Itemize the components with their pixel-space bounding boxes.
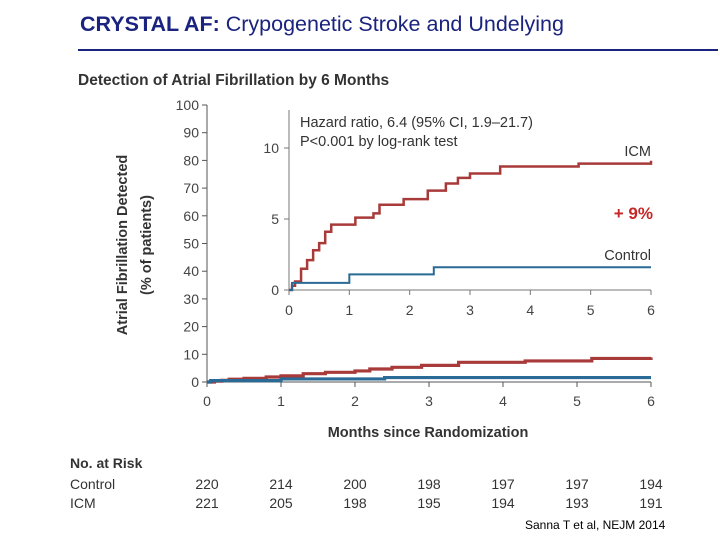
risk-cell: 194 [491,495,515,511]
risk-row-label: ICM [70,495,96,511]
x-tick-label: 3 [425,393,433,409]
y-tick-label: 40 [183,263,199,279]
inset-series-line-icm [289,160,653,292]
y-tick-label: 0 [191,374,199,390]
risk-row-label: Control [70,476,116,492]
risk-cell: 221 [195,495,219,511]
slide-title: CRYSTAL AF: Crypogenetic Stroke and Unde… [80,12,564,37]
inset-x-tick-label: 1 [345,302,353,318]
y-tick-label: 10 [183,346,199,362]
risk-cell: 198 [417,476,441,492]
x-tick-label: 4 [499,393,507,409]
inset-legend-control: Control [604,248,651,264]
inset-x-tick-label: 2 [406,302,414,318]
y-tick-label: 30 [183,291,199,307]
x-tick-label: 0 [203,393,211,409]
chart-title: Detection of Atrial Fibrillation by 6 Mo… [78,72,389,89]
x-tick-label: 1 [277,393,285,409]
slide-title-rest: Crypogenetic Stroke and Undelying [219,12,564,36]
title-divider [78,49,718,51]
y-tick-label: 80 [183,152,199,168]
slide-title-bold: CRYSTAL AF: [80,12,220,36]
risk-cell: 197 [491,476,515,492]
y-axis-label-units: (% of patients) [139,195,155,295]
difference-annotation: + 9% [614,204,653,223]
inset-series-line-control [289,266,651,291]
hazard-ratio-text: Hazard ratio, 6.4 (95% CI, 1.9–21.7) [300,115,533,131]
inset-y-tick-label: 0 [271,282,279,298]
series-line-control [207,375,651,384]
p-value-text: P<0.001 by log-rank test [300,134,458,150]
risk-cell: 195 [417,495,441,511]
inset-x-tick-label: 3 [466,302,474,318]
y-axis-label: Atrial Fibrillation Detected [115,155,131,335]
inset-x-tick-label: 4 [526,302,534,318]
risk-cell: 191 [639,495,663,511]
inset-x-tick-label: 6 [647,302,655,318]
risk-cell: 205 [269,495,293,511]
risk-cell: 194 [639,476,663,492]
inset-y-tick-label: 10 [263,140,279,156]
inset-x-tick-label: 0 [285,302,293,318]
risk-cell: 197 [565,476,589,492]
y-tick-label: 100 [176,97,200,113]
y-tick-label: 70 [183,180,199,196]
y-tick-label: 90 [183,125,199,141]
inset-x-tick-label: 5 [587,302,595,318]
inset-legend-icm: ICM [624,144,651,160]
y-tick-label: 50 [183,236,199,252]
x-tick-label: 6 [647,393,655,409]
y-tick-label: 20 [183,319,199,335]
citation: Sanna T et al, NEJM 2014 [525,518,666,532]
risk-cell: 214 [269,476,293,492]
risk-cell: 220 [195,476,219,492]
y-tick-label: 60 [183,208,199,224]
risk-cell: 200 [343,476,367,492]
risk-cell: 198 [343,495,367,511]
risk-table-title: No. at Risk [70,455,143,471]
inset-y-tick-label: 5 [271,211,279,227]
x-tick-label: 5 [573,393,581,409]
risk-cell: 193 [565,495,589,511]
x-axis-label: Months since Randomization [328,425,529,441]
x-tick-label: 2 [351,393,359,409]
